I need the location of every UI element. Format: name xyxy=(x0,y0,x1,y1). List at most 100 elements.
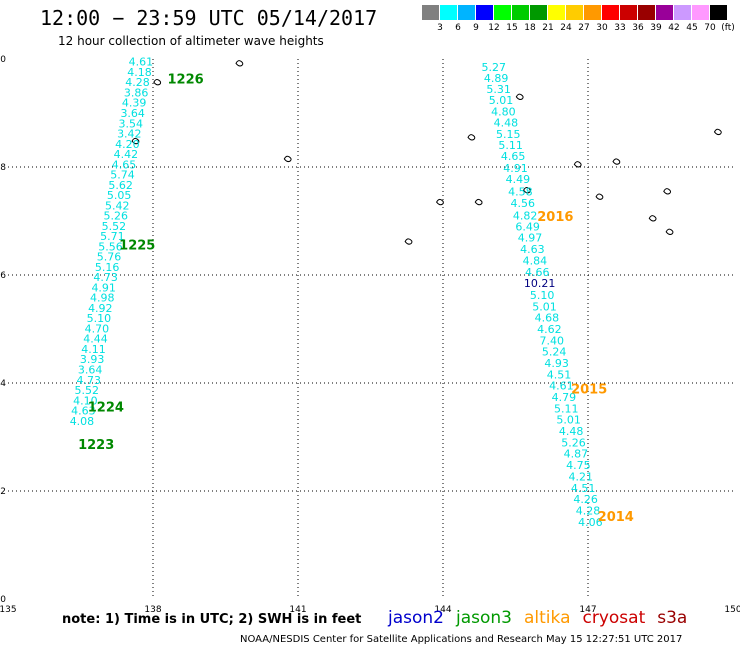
note-text: note: 1) Time is in UTC; 2) SWH is in fe… xyxy=(62,612,362,627)
wave-height-label: 5.76 xyxy=(97,251,122,264)
legend-swatch xyxy=(692,5,709,20)
wave-height-label: 4.84 xyxy=(523,254,548,267)
wave-height-label: 4.28 xyxy=(576,504,601,517)
wave-height-label: 4.79 xyxy=(552,391,577,404)
wave-height-label: 4.91 xyxy=(91,281,116,294)
island-outline xyxy=(665,228,674,235)
track-time-label: 2015 xyxy=(571,382,607,397)
legend-swatch xyxy=(512,5,529,20)
wave-height-label: 3.54 xyxy=(119,117,144,130)
wave-height-label: 4.11 xyxy=(81,343,106,356)
island-outline xyxy=(474,198,483,206)
track-time-label: 1224 xyxy=(88,400,124,415)
track-time-label: 2016 xyxy=(537,210,573,225)
legend-tick-label: 12 xyxy=(488,23,500,33)
legend-swatch xyxy=(422,5,439,20)
legend-tick-label: 45 xyxy=(686,23,698,33)
lon-tick-label: 150 xyxy=(724,605,740,615)
wave-height-label: 3.64 xyxy=(120,107,145,120)
wave-height-label: 5.31 xyxy=(486,83,511,96)
legend-swatch xyxy=(710,5,727,20)
wave-height-label: 4.56 xyxy=(511,197,536,210)
wave-height-label: 5.01 xyxy=(489,94,514,107)
legend-swatch xyxy=(530,5,547,20)
legend-tick-label: 70 xyxy=(704,23,716,33)
wave-height-label: 5.42 xyxy=(105,199,130,212)
mission-label-jason2: jason2 xyxy=(388,608,444,628)
wave-height-label: 5.52 xyxy=(102,220,127,233)
wave-height-label: 4.68 xyxy=(535,312,560,325)
track-time-label: 1225 xyxy=(119,238,155,253)
legend-swatch xyxy=(548,5,565,20)
legend-tick-label: 3 xyxy=(437,23,443,33)
wave-height-label: 4.66 xyxy=(525,266,550,279)
legend-tick-label: 39 xyxy=(650,23,662,33)
legend-tick-label: 9 xyxy=(473,23,479,33)
wave-height-label: 3.93 xyxy=(80,353,105,366)
wave-height-label: 4.26 xyxy=(573,493,598,506)
wave-height-label: 6.49 xyxy=(515,220,540,233)
wave-height-label: 4.80 xyxy=(491,105,516,118)
wave-height-label: 4.51 xyxy=(547,368,572,381)
lon-tick-label: 141 xyxy=(289,605,306,615)
mission-label-s3a: s3a xyxy=(657,608,688,628)
legend-tick-label: 6 xyxy=(455,23,461,33)
wave-height-label: 4.48 xyxy=(494,117,519,130)
island-outline xyxy=(612,158,621,165)
wave-height-label: 4.73 xyxy=(93,271,118,284)
legend-tick-label: 18 xyxy=(524,23,536,33)
wave-height-label: 3.86 xyxy=(124,86,149,99)
legend-tick-label: (ft) xyxy=(721,23,735,33)
wave-height-label: 4.06 xyxy=(578,516,603,529)
wave-height-label: 4.82 xyxy=(513,210,538,223)
track-time-label: 2014 xyxy=(598,510,634,525)
island-outline xyxy=(131,137,140,145)
wave-height-label: 4.98 xyxy=(90,292,115,305)
legend-tick-label: 33 xyxy=(614,23,626,33)
mission-label-jason3: jason3 xyxy=(456,608,512,628)
wave-height-label: 5.11 xyxy=(554,402,579,415)
wave-height-label: 4.97 xyxy=(518,232,543,245)
wave-height-label: 4.89 xyxy=(484,72,509,85)
wave-height-label: 5.27 xyxy=(482,61,507,74)
legend-swatch xyxy=(458,5,475,20)
wave-height-label: 4.63 xyxy=(520,243,545,256)
legend-swatch xyxy=(656,5,673,20)
lat-tick-label: 8 xyxy=(0,163,6,173)
wave-height-label: 5.52 xyxy=(75,384,100,397)
wave-height-label: 4.21 xyxy=(569,470,594,483)
legend-swatch xyxy=(476,5,493,20)
legend-swatch xyxy=(638,5,655,20)
lat-tick-label: 6 xyxy=(0,271,6,281)
island-outline xyxy=(515,93,524,100)
legend-tick-label: 36 xyxy=(632,23,644,33)
legend-tick-label: 42 xyxy=(668,23,680,33)
lon-tick-label: 135 xyxy=(0,605,17,615)
wave-height-label: 4.42 xyxy=(114,148,139,161)
wave-height-label: 4.92 xyxy=(88,302,113,315)
legend-swatch xyxy=(584,5,601,20)
island-outline xyxy=(595,193,604,200)
wave-height-label: 4.65 xyxy=(112,158,137,171)
legend-tick-label: 21 xyxy=(542,23,554,33)
wave-height-label: 4.28 xyxy=(125,76,150,89)
mission-label-altika: altika xyxy=(524,608,571,628)
mission-label-cryosat: cryosat xyxy=(582,608,646,628)
lat-tick-label: 4 xyxy=(0,379,6,389)
legend-tick-label: 24 xyxy=(560,23,572,33)
wave-height-label: 4.91 xyxy=(503,162,528,175)
wave-height-label: 4.20 xyxy=(115,138,140,151)
lon-tick-label: 147 xyxy=(579,605,596,615)
wave-height-label: 5.11 xyxy=(498,139,523,152)
wave-height-label: 5.01 xyxy=(556,414,581,427)
island-outline xyxy=(283,155,292,163)
legend-swatch xyxy=(494,5,511,20)
wave-height-label: 5.16 xyxy=(95,261,120,274)
wave-height-label: 4.08 xyxy=(70,415,95,428)
legend-tick-label: 30 xyxy=(596,23,608,33)
island-outline xyxy=(435,198,444,206)
page-subtitle: 12 hour collection of altimeter wave hei… xyxy=(58,34,324,48)
wave-height-label: 4.48 xyxy=(559,425,584,438)
